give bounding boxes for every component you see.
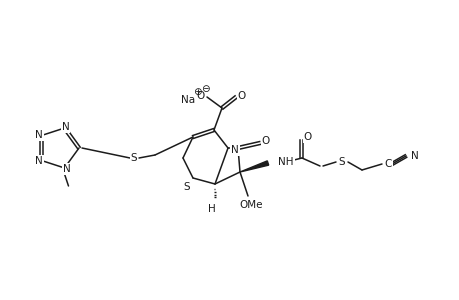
Text: OMe: OMe: [239, 200, 262, 210]
Polygon shape: [240, 161, 268, 172]
Text: O: O: [303, 132, 312, 142]
Text: C: C: [383, 159, 391, 169]
Text: O: O: [261, 136, 269, 146]
Text: S: S: [130, 153, 137, 163]
Text: S: S: [338, 157, 345, 167]
Text: N: N: [230, 145, 238, 155]
Text: ⊖: ⊖: [200, 84, 209, 94]
Text: N: N: [62, 164, 70, 174]
Text: N: N: [35, 130, 43, 140]
Text: N: N: [410, 151, 418, 161]
Text: ⊕: ⊕: [192, 87, 201, 97]
Text: NH: NH: [277, 157, 293, 167]
Text: O: O: [237, 91, 246, 101]
Text: O: O: [196, 91, 205, 101]
Text: Na: Na: [180, 95, 195, 105]
Text: N: N: [62, 122, 69, 132]
Text: N: N: [35, 156, 43, 166]
Text: H: H: [207, 204, 215, 214]
Text: S: S: [183, 182, 190, 192]
